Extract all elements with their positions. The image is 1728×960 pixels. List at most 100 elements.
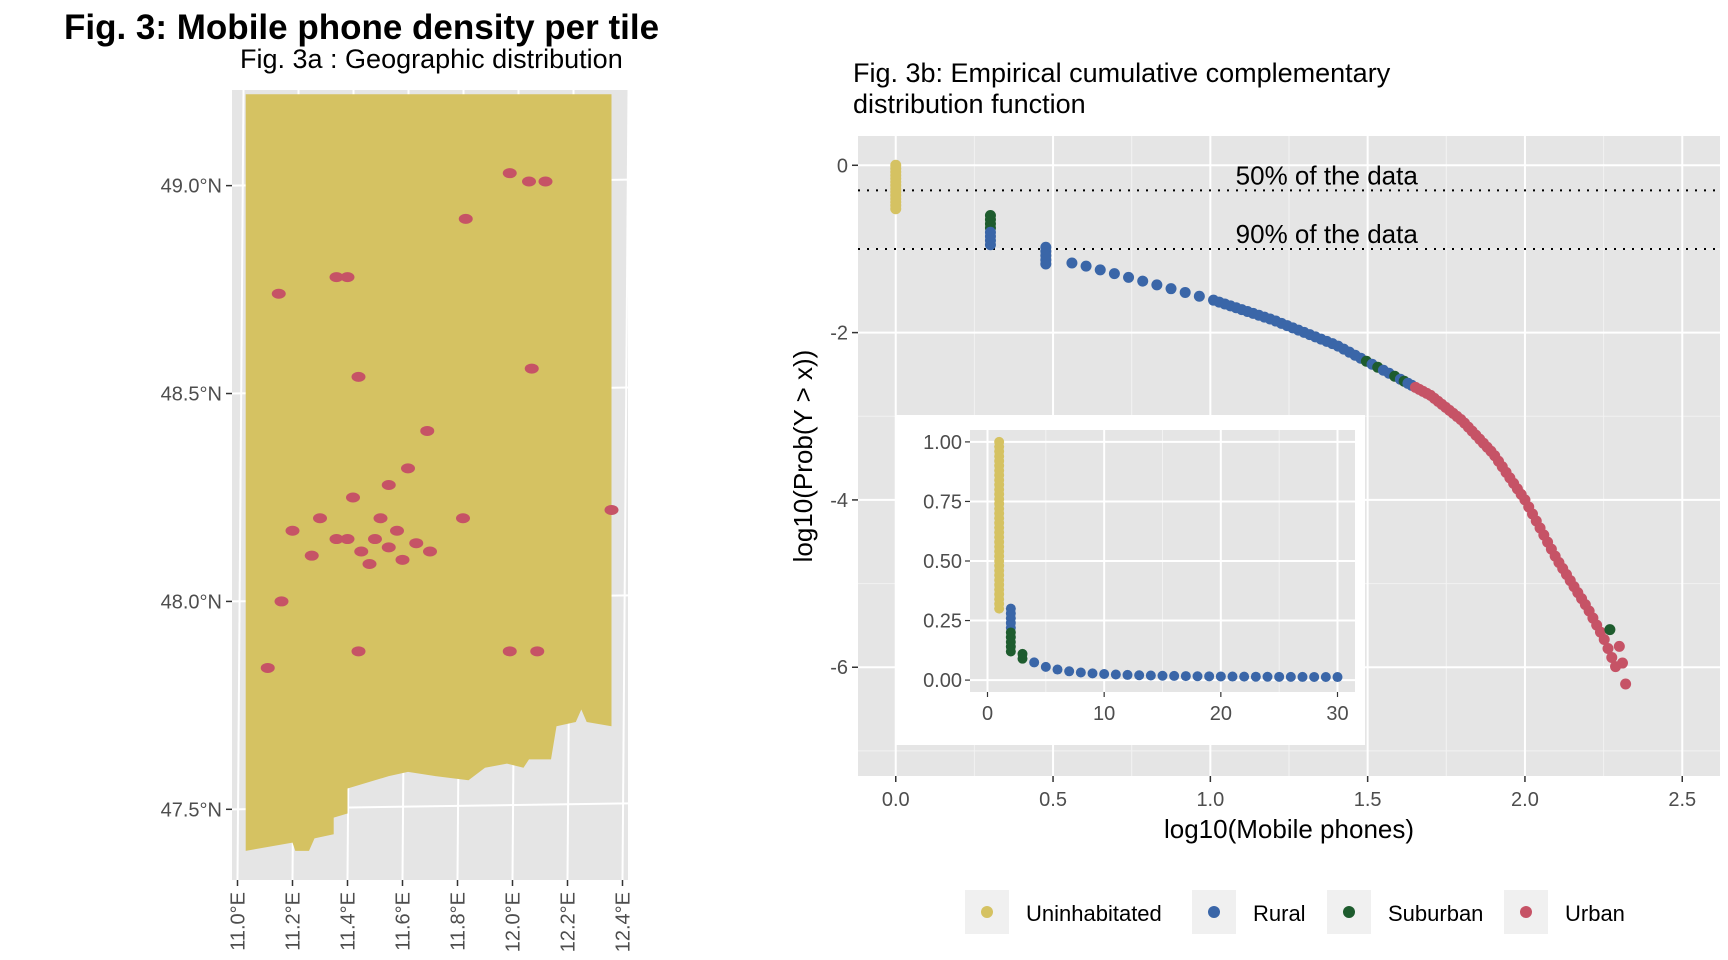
- map-urban-tile: [260, 662, 275, 673]
- ccdf-point: [1108, 268, 1120, 280]
- map-urban-tile: [390, 525, 404, 536]
- map-x-tick-label: 12.2°E: [558, 892, 580, 952]
- ccdf-point: [1193, 290, 1205, 302]
- map-urban-tile: [274, 596, 289, 607]
- ccdf-point: [1080, 260, 1092, 272]
- inset-point-column: [1017, 653, 1028, 664]
- map-y-tick-label: 48.0°N: [161, 591, 222, 613]
- figure-title: Fig. 3: Mobile phone density per tile: [64, 8, 660, 47]
- inset-point: [1297, 671, 1308, 682]
- ccdf-point: [1066, 257, 1078, 269]
- inset-y-tick-label: 0.75: [923, 491, 962, 513]
- map-urban-tile: [502, 646, 517, 657]
- ccdf-x-tick-label: 2.5: [1668, 789, 1696, 811]
- map-urban-tile: [502, 168, 517, 179]
- map-x-tick-label: 12.4°E: [613, 892, 635, 952]
- legend-label: Rural: [1253, 901, 1306, 926]
- inset-y-tick-label: 0.00: [923, 670, 962, 692]
- ccdf-x-axis-label: log10(Mobile phones): [1164, 814, 1414, 844]
- map-region-shape: [245, 94, 612, 851]
- inset-point: [1052, 664, 1063, 675]
- ccdf-point: [1137, 275, 1149, 287]
- map-urban-tile: [351, 371, 366, 382]
- ccdf-point-tail: [1620, 678, 1632, 690]
- map-x-tick-label: 11.8°E: [448, 892, 470, 951]
- inset-point: [1087, 668, 1098, 679]
- map-urban-tile: [530, 646, 545, 657]
- inset-point: [1145, 670, 1156, 681]
- map-urban-tile: [329, 534, 344, 545]
- legend-key-suburban: [1343, 906, 1355, 918]
- ccdf-reference-label: 90% of the data: [1236, 219, 1419, 249]
- ccdf-x-tick-label: 2.0: [1511, 789, 1539, 811]
- map-urban-tile: [354, 546, 369, 557]
- ccdf-x-tick-label: 1.5: [1354, 789, 1382, 811]
- map-y-tick-label: 47.5°N: [161, 799, 222, 821]
- inset-point-column: [1005, 646, 1016, 657]
- inset-point: [1320, 672, 1331, 683]
- inset-x-tick-label: 30: [1326, 703, 1348, 725]
- inset-point: [1110, 669, 1121, 680]
- legend-label: Uninhabitated: [1026, 901, 1162, 926]
- inset-point: [1099, 669, 1110, 680]
- map-y-tick-label: 49.0°N: [161, 176, 222, 198]
- inset-point: [1040, 661, 1051, 672]
- ccdf-point-tail: [1613, 640, 1625, 652]
- map-urban-tile: [395, 554, 410, 565]
- map-x-tick-label: 12.0°E: [503, 892, 525, 952]
- map-urban-tile: [285, 525, 300, 536]
- inset-x-tick-label: 10: [1093, 703, 1115, 725]
- inset-point: [1180, 671, 1191, 682]
- inset-y-tick-label: 0.50: [923, 551, 962, 573]
- ccdf-point: [1606, 652, 1618, 664]
- map-subtitle: Fig. 3a : Geographic distribution: [240, 44, 623, 74]
- ccdf-point-tail: [1616, 657, 1628, 669]
- map-urban-tile: [604, 504, 619, 515]
- ccdf-y-axis-label: log10(Prob(Y > x)): [788, 350, 818, 563]
- map-urban-tile: [313, 513, 327, 524]
- ccdf-x-tick-label: 0.5: [1039, 789, 1067, 811]
- inset-point: [1169, 670, 1180, 681]
- ccdf-point: [1602, 643, 1614, 655]
- inset-point: [1075, 667, 1086, 678]
- map-urban-tile: [401, 463, 415, 474]
- map-urban-tile: [456, 513, 470, 524]
- inset-point: [1250, 671, 1261, 682]
- map-urban-tile: [362, 559, 377, 569]
- legend-key-uninhabitated: [981, 906, 993, 918]
- inset-point: [1227, 671, 1238, 682]
- map-urban-tile: [304, 550, 319, 561]
- inset-point: [1262, 671, 1273, 682]
- inset-y-tick-label: 1.00: [923, 432, 962, 454]
- inset-point: [1064, 666, 1075, 677]
- inset-x-tick-label: 20: [1210, 703, 1232, 725]
- map-grid-x: [621, 89, 630, 881]
- ccdf-y-tick-label: -4: [830, 490, 848, 512]
- ccdf-subtitle-line1: Fig. 3b: Empirical cumulative complement…: [853, 58, 1391, 88]
- inset-point: [1274, 671, 1285, 682]
- ccdf-point: [1123, 271, 1135, 283]
- legend-key-urban: [1520, 906, 1532, 918]
- legend-key-rural: [1208, 906, 1220, 918]
- ccdf-subtitle: Fig. 3b: Empirical cumulative complement…: [853, 58, 1390, 120]
- map-urban-tile: [373, 513, 388, 524]
- inset-point: [1204, 671, 1215, 682]
- map-urban-tile: [409, 538, 424, 549]
- ccdf-point-column: [984, 239, 996, 251]
- inset-point: [1239, 671, 1250, 682]
- ccdf-point: [1179, 286, 1191, 298]
- map-x-tick-label: 11.4°E: [338, 892, 360, 951]
- inset-point: [1215, 671, 1226, 682]
- ccdf-point: [1094, 264, 1106, 276]
- map-y-tick-label: 48.5°N: [161, 384, 222, 406]
- inset-point: [1157, 670, 1168, 681]
- inset-point: [1192, 671, 1203, 682]
- legend-label: Urban: [1565, 901, 1625, 926]
- ccdf-point-uninhabited: [890, 203, 902, 215]
- map-urban-tile: [340, 272, 355, 283]
- inset-point: [1134, 670, 1145, 681]
- ccdf-point: [1598, 633, 1610, 645]
- map-urban-tile: [329, 272, 344, 283]
- ccdf-point-tail: [1604, 624, 1616, 636]
